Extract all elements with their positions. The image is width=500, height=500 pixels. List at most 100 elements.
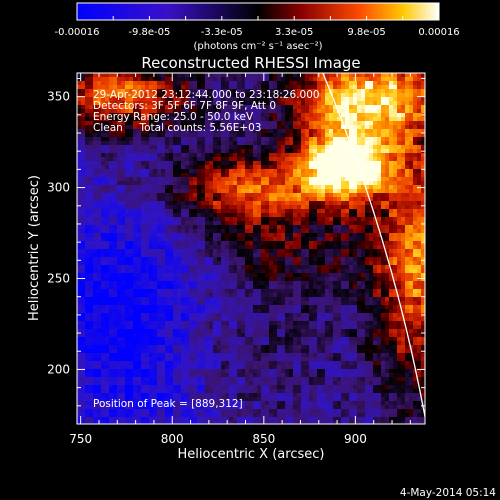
heatmap-cell: [181, 265, 186, 270]
heatmap-cell: [145, 161, 150, 166]
heatmap-cell: [385, 277, 390, 282]
heatmap-cell: [197, 241, 202, 246]
heatmap-cell: [273, 145, 278, 150]
heatmap-cell: [281, 185, 286, 190]
heatmap-cell: [97, 197, 102, 202]
heatmap-cell: [337, 165, 342, 170]
heatmap-cell: [129, 201, 134, 206]
heatmap-cell: [165, 169, 170, 174]
heatmap-cell: [321, 169, 326, 174]
heatmap-cell: [385, 241, 390, 246]
heatmap-cell: [189, 133, 194, 138]
heatmap-cell: [409, 233, 414, 238]
heatmap-cell: [97, 121, 102, 126]
heatmap-cell: [401, 273, 406, 278]
heatmap-cell: [241, 85, 246, 90]
heatmap-cell: [397, 117, 402, 122]
heatmap-cell: [249, 169, 254, 174]
heatmap-cell: [77, 121, 82, 126]
heatmap-cell: [217, 121, 222, 126]
heatmap-cell: [397, 281, 402, 286]
heatmap-cell: [241, 193, 246, 198]
heatmap-cell: [177, 81, 182, 86]
heatmap-cell: [217, 141, 222, 146]
heatmap-cell: [181, 89, 186, 94]
heatmap-cell: [421, 137, 425, 142]
heatmap-cell: [137, 249, 142, 254]
heatmap-cell: [345, 185, 350, 190]
heatmap-cell: [157, 241, 162, 246]
heatmap-cell: [329, 205, 334, 210]
heatmap-cell: [353, 241, 358, 246]
heatmap-cell: [381, 257, 386, 262]
heatmap-cell: [201, 257, 206, 262]
heatmap-cell: [377, 121, 382, 126]
heatmap-cell: [349, 245, 354, 250]
heatmap-cell: [213, 209, 218, 214]
heatmap-cell: [261, 193, 266, 198]
heatmap-cell: [209, 101, 214, 106]
heatmap-cell: [381, 253, 386, 258]
heatmap-cell: [325, 73, 330, 78]
heatmap-cell: [377, 89, 382, 94]
heatmap-cell: [165, 189, 170, 194]
heatmap-cell: [165, 249, 170, 254]
heatmap-cell: [201, 73, 206, 78]
heatmap-cell: [209, 85, 214, 90]
heatmap-cell: [281, 133, 286, 138]
heatmap-cell: [413, 149, 418, 154]
heatmap-cell: [77, 197, 82, 202]
heatmap-cell: [309, 93, 314, 98]
heatmap-cell: [345, 281, 350, 286]
heatmap-cell: [321, 217, 326, 222]
heatmap-cell: [397, 285, 402, 290]
heatmap-cell: [409, 253, 414, 258]
heatmap-cell: [133, 233, 138, 238]
heatmap-cell: [269, 249, 274, 254]
heatmap-cell: [269, 293, 274, 298]
heatmap-cell: [421, 125, 425, 130]
heatmap-cell: [349, 189, 354, 194]
heatmap-cell: [385, 225, 390, 230]
heatmap-cell: [121, 165, 126, 170]
heatmap-cell: [313, 121, 318, 126]
heatmap-cell: [105, 285, 110, 290]
heatmap-cell: [205, 181, 210, 186]
heatmap-cell: [169, 249, 174, 254]
heatmap-cell: [97, 81, 102, 86]
heatmap-cell: [365, 113, 370, 118]
heatmap-cell: [293, 241, 298, 246]
heatmap-cell: [197, 249, 202, 254]
heatmap-cell: [213, 257, 218, 262]
heatmap-cell: [241, 285, 246, 290]
heatmap-cell: [101, 129, 106, 134]
heatmap-cell: [209, 257, 214, 262]
heatmap-cell: [141, 189, 146, 194]
heatmap-cell: [101, 185, 106, 190]
heatmap-cell: [101, 297, 106, 302]
heatmap-cell: [193, 141, 198, 146]
heatmap-cell: [289, 81, 294, 86]
heatmap-cell: [185, 285, 190, 290]
heatmap-cell: [93, 221, 98, 226]
heatmap-cell: [393, 157, 398, 162]
heatmap-cell: [121, 161, 126, 166]
heatmap-cell: [305, 89, 310, 94]
heatmap-cell: [265, 109, 270, 114]
heatmap-cell: [341, 201, 346, 206]
heatmap-cell: [213, 85, 218, 90]
heatmap-cell: [277, 269, 282, 274]
heatmap-cell: [293, 173, 298, 178]
heatmap-cell: [205, 241, 210, 246]
heatmap-cell: [397, 261, 402, 266]
heatmap-cell: [353, 237, 358, 242]
heatmap-cell: [81, 165, 86, 170]
heatmap-cell: [373, 161, 378, 166]
heatmap-cell: [265, 221, 270, 226]
heatmap-cell: [225, 165, 230, 170]
heatmap-cell: [421, 257, 425, 262]
heatmap-cell: [365, 205, 370, 210]
heatmap-cell: [213, 233, 218, 238]
heatmap-cell: [329, 185, 334, 190]
colorbar-ticks: [76, 16, 440, 20]
